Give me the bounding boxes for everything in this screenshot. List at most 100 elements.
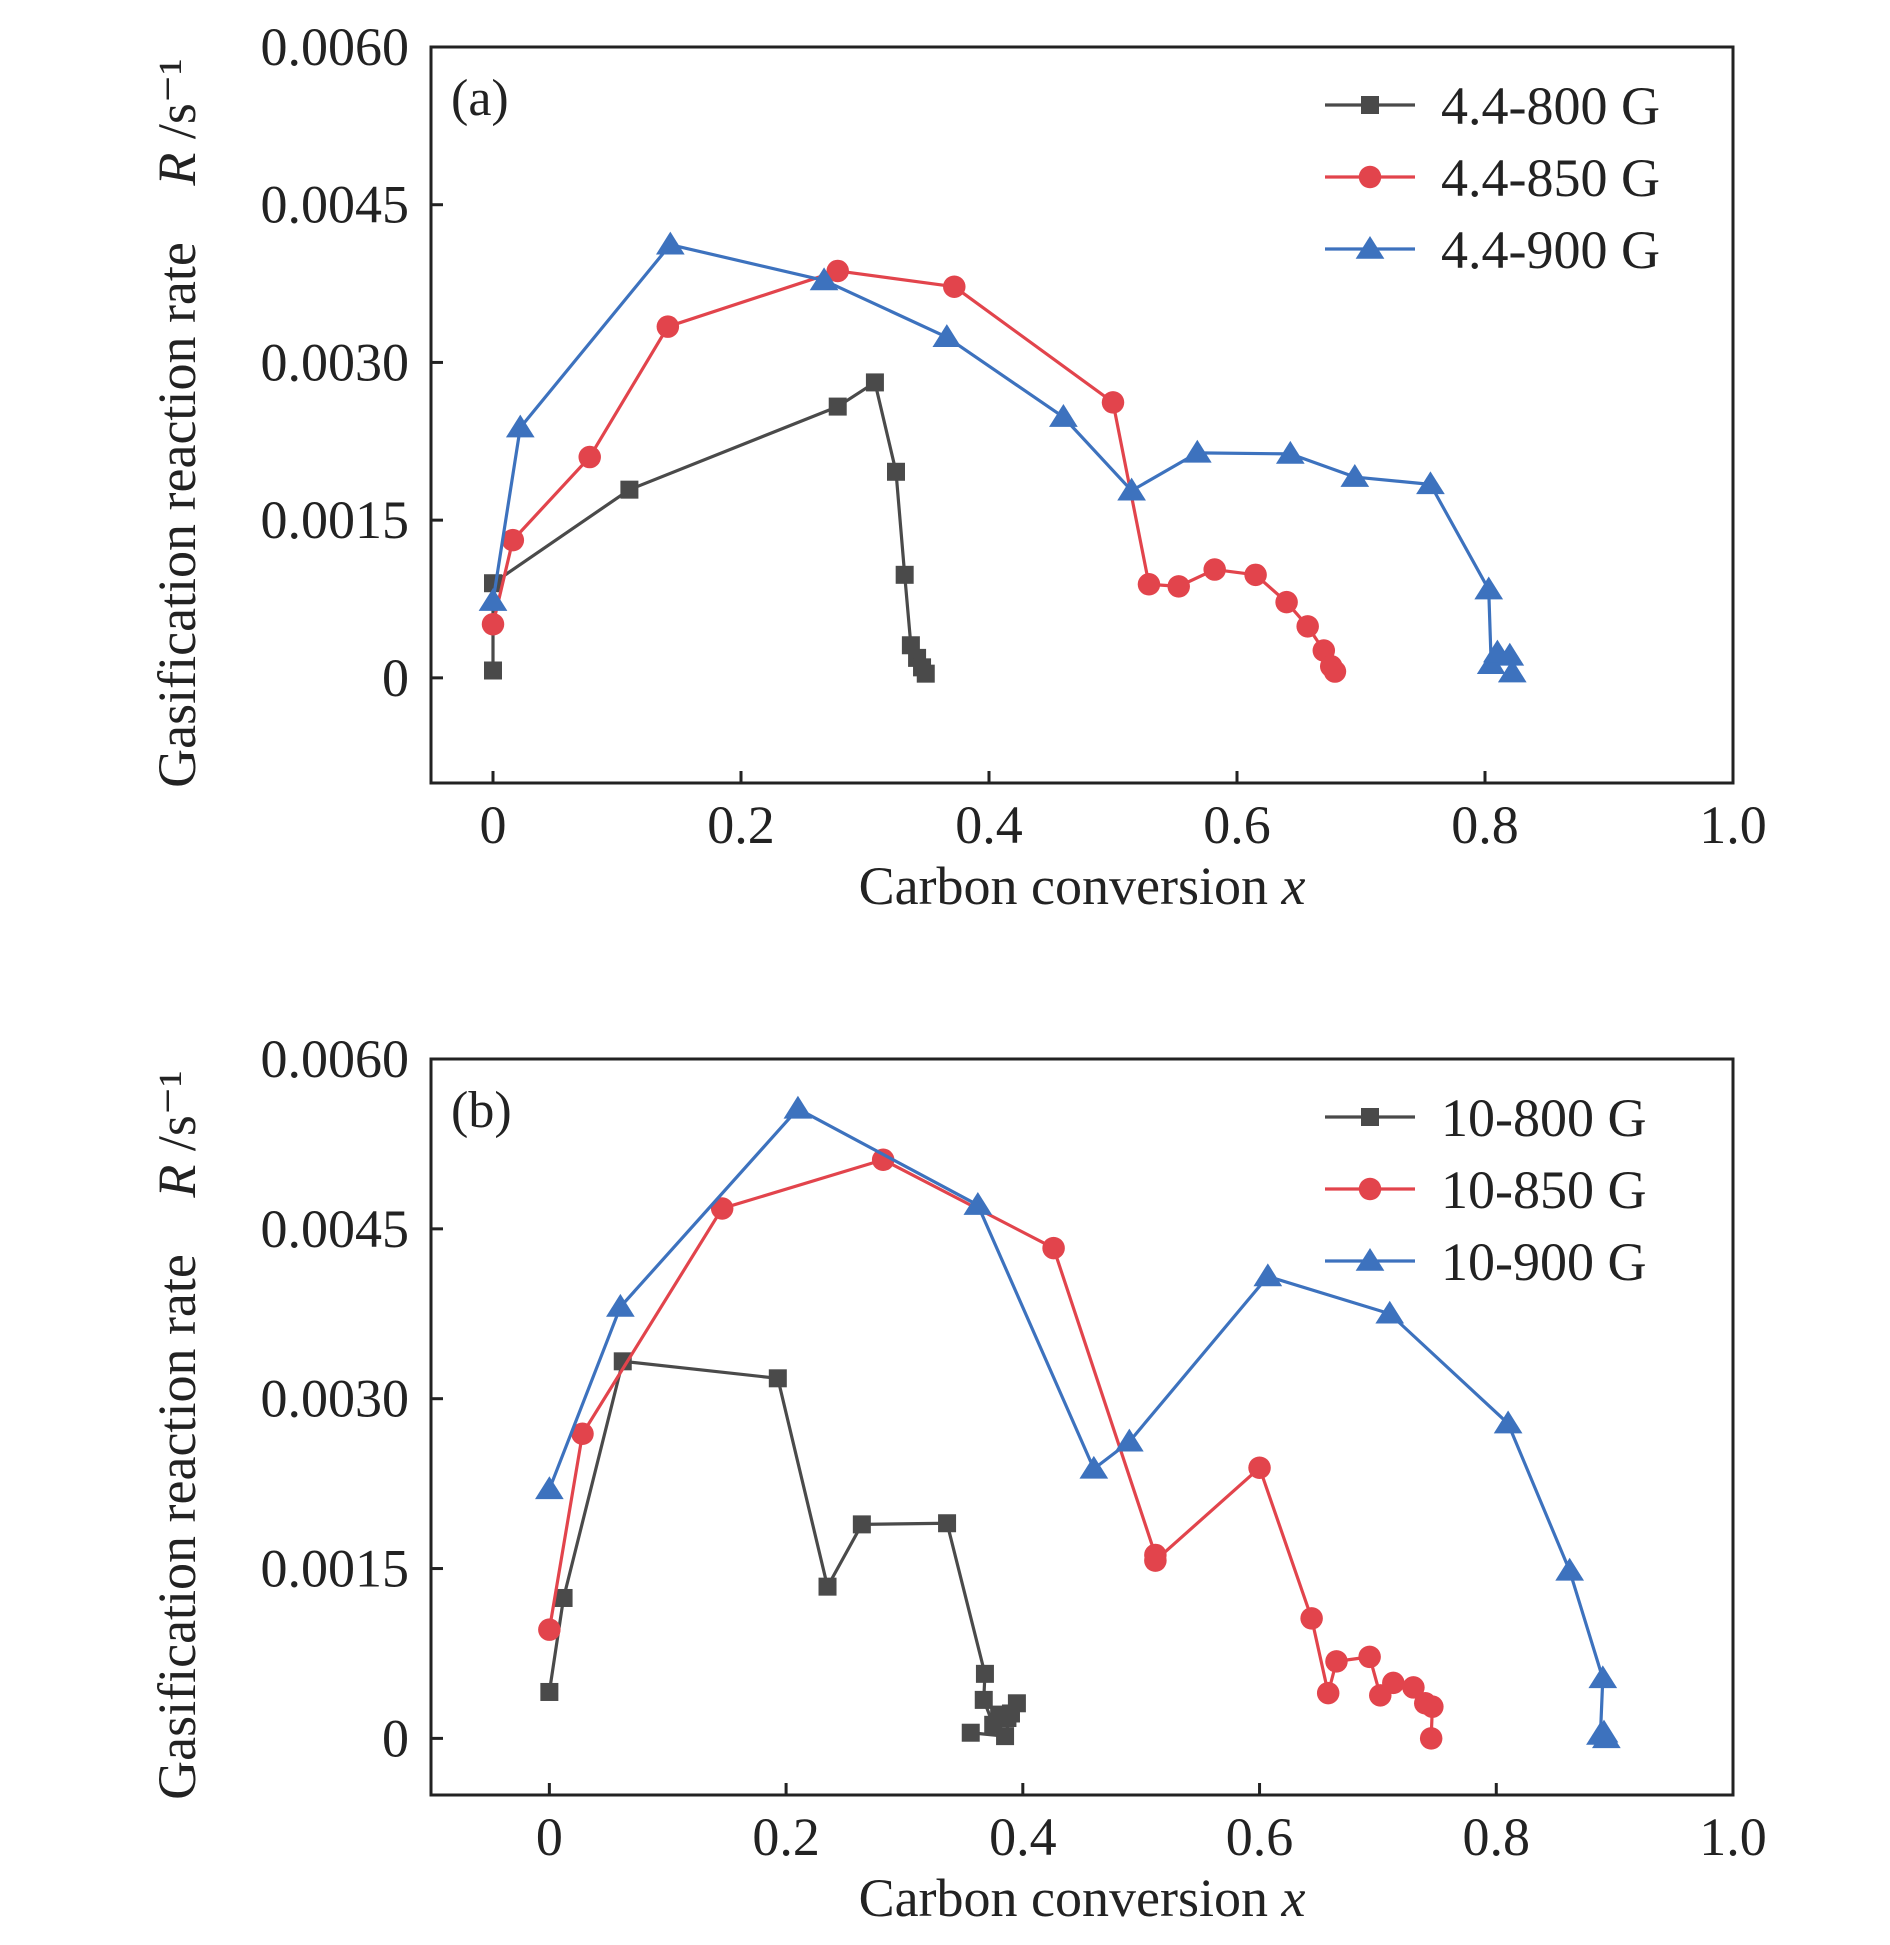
- data-point: [1591, 1725, 1621, 1749]
- data-point: [1358, 1645, 1381, 1669]
- data-point: [484, 661, 502, 680]
- legend-label: 4.4-850 G: [1441, 148, 1660, 208]
- legend-label: 4.4-900 G: [1441, 220, 1660, 280]
- series-4-4-850-g: 4.4-850 G: [481, 148, 1660, 683]
- data-point: [826, 259, 849, 283]
- x-axis-title-var: x: [1280, 856, 1305, 916]
- legend-marker: [1358, 165, 1382, 189]
- data-point: [916, 664, 935, 683]
- data-point: [996, 1727, 1015, 1746]
- data-point: [1117, 477, 1146, 501]
- data-point: [1253, 1263, 1283, 1287]
- panel-a: 0 0.2 0.4 0.6 0.8 1.0 0 0.0015 0.0030 0.0045 0.006…: [147, 17, 1767, 916]
- data-point: [540, 1682, 559, 1701]
- data-point: [975, 1664, 994, 1683]
- data-point: [535, 1476, 564, 1500]
- data-point: [1340, 463, 1370, 487]
- series-10-900-g: 10-900 G: [535, 1095, 1646, 1749]
- data-point: [1555, 1557, 1585, 1581]
- y-tick-label: 0.0045: [261, 1199, 410, 1259]
- data-point: [809, 267, 839, 291]
- data-point: [1325, 1650, 1348, 1673]
- data-point: [1493, 1410, 1523, 1434]
- x-axis-title-text: Carbon conversion: [859, 1868, 1282, 1928]
- panel-b: 0 0.2 0.4 0.6 0.8 1.0 0 0.0015 0.0030 0.0045 0.006…: [147, 1029, 1767, 1928]
- y-tick-label: 0.0015: [261, 490, 410, 550]
- legend-label: 10-900 G: [1441, 1232, 1646, 1292]
- data-point: [1001, 1704, 1020, 1723]
- data-point: [818, 1577, 837, 1596]
- x-axis-title-var: x: [1280, 1868, 1305, 1928]
- y-axis-title: Gasification reaction rate: [147, 1254, 207, 1800]
- y-tick-label: 0.0045: [261, 175, 410, 235]
- data-point: [1275, 440, 1305, 464]
- data-point: [932, 324, 962, 347]
- series-line: [491, 243, 1514, 673]
- data-point: [1144, 1549, 1167, 1572]
- data-point: [1296, 615, 1319, 638]
- data-point: [1101, 391, 1125, 414]
- data-point: [783, 1095, 813, 1119]
- data-point: [865, 373, 884, 392]
- data-point: [478, 588, 508, 611]
- y-axis-unit-var: R: [147, 1165, 207, 1199]
- x-tick-label: 0.4: [955, 795, 1023, 855]
- data-point: [613, 1352, 632, 1371]
- data-point: [1137, 573, 1161, 596]
- x-tick-label: 0.2: [752, 1807, 820, 1867]
- series-10-800-g: 10-800 G: [540, 1088, 1646, 1746]
- data-point: [578, 445, 601, 469]
- series-line: [547, 1359, 1019, 1738]
- x-tick-label: 0.6: [1203, 795, 1271, 855]
- x-axis-title: Carbon conversion x: [859, 1868, 1306, 1928]
- data-point: [1114, 1428, 1144, 1452]
- y-axis-unit-text: /s⁻¹: [147, 1070, 207, 1164]
- series-line: [547, 1158, 1434, 1739]
- y-axis-unit: R /s⁻¹: [147, 58, 207, 186]
- data-point: [606, 1293, 635, 1317]
- data-point: [1079, 1455, 1109, 1479]
- data-point: [1474, 576, 1504, 600]
- data-point: [620, 480, 639, 499]
- data-point: [1497, 659, 1527, 683]
- y-tick-label: 0.0015: [261, 1539, 410, 1599]
- x-axis-title-text: Carbon conversion: [859, 856, 1282, 916]
- legend-marker: [1361, 1108, 1379, 1126]
- data-point: [768, 1369, 787, 1388]
- data-point: [1049, 404, 1078, 427]
- data-point: [1203, 558, 1226, 581]
- data-point: [501, 528, 525, 552]
- y-tick-label: 0.0030: [261, 332, 410, 392]
- y-tick-label: 0.0060: [261, 17, 410, 77]
- data-point: [481, 612, 505, 636]
- x-tick-label: 1.0: [1699, 1807, 1767, 1867]
- data-point: [963, 1192, 993, 1215]
- legend-marker: [1355, 235, 1385, 259]
- data-point: [1419, 1727, 1443, 1750]
- data-point: [1416, 471, 1445, 495]
- data-point: [852, 1515, 871, 1534]
- data-point: [571, 1422, 594, 1446]
- y-tick-label: 0: [382, 1708, 409, 1768]
- data-point: [1275, 590, 1298, 614]
- x-axis-title: Carbon conversion x: [859, 856, 1306, 916]
- y-axis-unit: R /s⁻¹: [147, 1070, 207, 1198]
- data-point: [1323, 660, 1347, 683]
- data-point: [1167, 575, 1190, 598]
- series-line: [491, 269, 1337, 673]
- data-point: [938, 1514, 957, 1533]
- y-axis-title: Gasification reaction rate: [147, 242, 207, 788]
- data-point: [1476, 651, 1506, 674]
- x-tick-label: 0: [480, 795, 507, 855]
- legend-marker: [1355, 1247, 1385, 1271]
- data-point: [1588, 1665, 1618, 1689]
- series-4-4-800-g: 4.4-800 G: [484, 76, 1660, 683]
- data-point: [1316, 1681, 1340, 1705]
- data-point: [943, 275, 966, 298]
- data-point: [656, 315, 680, 338]
- y-tick-label: 0.0030: [261, 1369, 410, 1429]
- data-point: [1495, 642, 1525, 666]
- data-point: [1402, 1676, 1425, 1699]
- data-point: [1248, 1456, 1271, 1480]
- data-point: [1182, 439, 1212, 463]
